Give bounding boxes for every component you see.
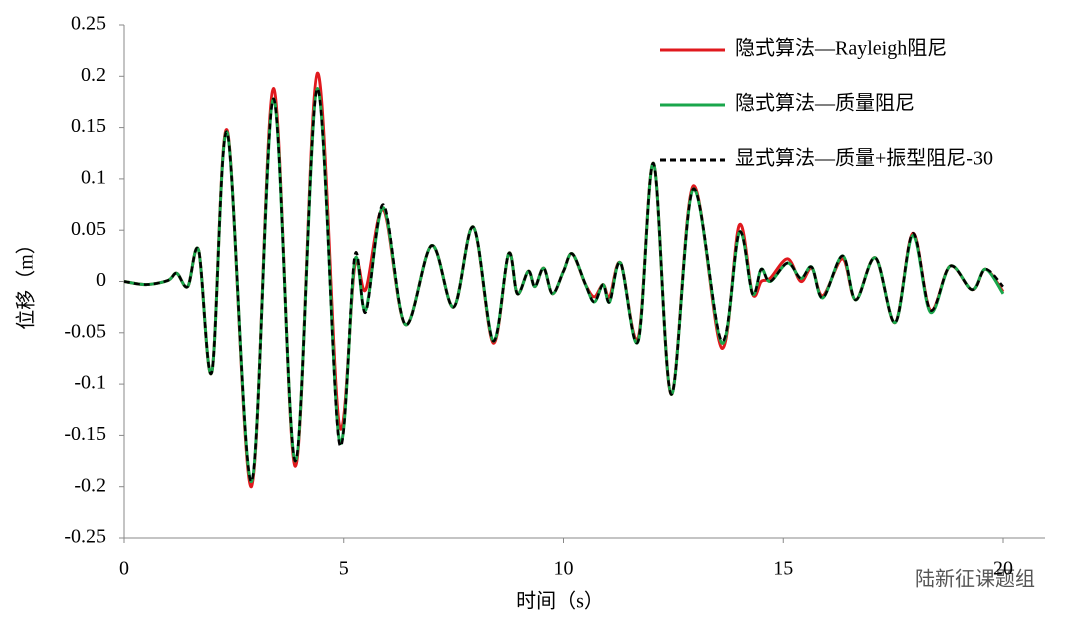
y-axis-label: 位移（m） [15,234,38,330]
y-tick-label: 0.15 [71,115,106,137]
x-tick-label: 20 [993,558,1013,580]
y-tick-label: 0 [96,269,106,291]
y-tick-label: -0.25 [64,526,106,548]
legend-label: 隐式算法—Rayleigh阻尼 [735,37,947,60]
y-tick-label: -0.2 [74,474,106,496]
y-tick-label: -0.1 [74,372,106,394]
x-tick-label: 15 [773,558,793,580]
legend-label: 隐式算法—质量阻尼 [735,92,915,115]
y-tick-label: -0.05 [64,320,106,342]
watermark: 陆新征课题组 [915,567,1035,591]
y-tick-label: -0.15 [64,423,106,445]
legend-label: 显式算法—质量+振型阻尼-30 [735,147,993,170]
series-line [123,87,1004,483]
y-tick-label: 0.05 [71,218,106,240]
x-tick-label: 0 [119,558,129,580]
y-tick-label: 0.2 [81,64,106,86]
x-tick-label: 5 [339,558,349,580]
y-tick-label: 0.1 [81,166,106,188]
x-axis-label: 时间（s） [516,590,604,613]
y-tick-label: 0.25 [71,13,106,35]
x-tick-label: 10 [554,558,574,580]
